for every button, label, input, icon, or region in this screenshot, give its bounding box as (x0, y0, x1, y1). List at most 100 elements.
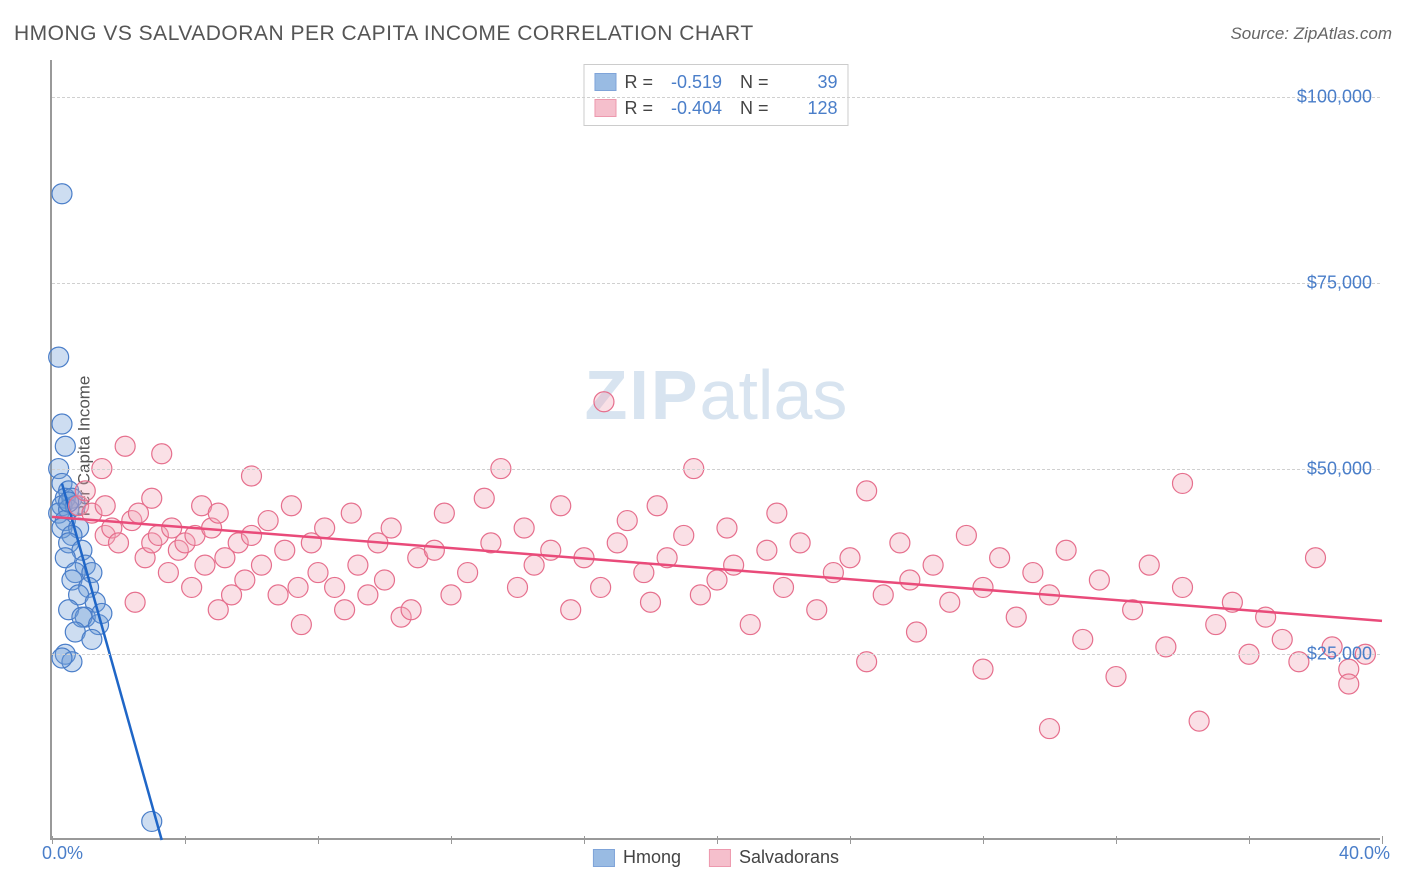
data-point (55, 436, 75, 456)
swatch-hmong (594, 73, 616, 91)
x-tick (850, 836, 851, 844)
data-point (401, 600, 421, 620)
chart-title: HMONG VS SALVADORAN PER CAPITA INCOME CO… (14, 22, 754, 46)
data-point (940, 592, 960, 612)
data-point (956, 525, 976, 545)
data-point (973, 659, 993, 679)
data-point (1040, 719, 1060, 739)
data-point (724, 555, 744, 575)
legend-item-salvadorans: Salvadorans (709, 847, 839, 868)
data-point (182, 577, 202, 597)
trend-line (52, 517, 1382, 621)
y-tick-label: $25,000 (1307, 644, 1372, 665)
data-point (474, 488, 494, 508)
data-point (1173, 577, 1193, 597)
data-point (767, 503, 787, 523)
x-tick (451, 836, 452, 844)
data-point (308, 563, 328, 583)
data-point (92, 603, 112, 623)
data-point (458, 563, 478, 583)
data-point (235, 570, 255, 590)
data-point (275, 540, 295, 560)
data-point (551, 496, 571, 516)
data-point (424, 540, 444, 560)
data-point (973, 577, 993, 597)
data-point (1073, 629, 1093, 649)
x-tick (1382, 836, 1383, 844)
x-tick (318, 836, 319, 844)
legend-item-hmong: Hmong (593, 847, 681, 868)
data-point (1173, 473, 1193, 493)
data-point (291, 615, 311, 635)
data-point (707, 570, 727, 590)
grid-line (52, 469, 1380, 470)
data-point (717, 518, 737, 538)
chart-svg (52, 60, 1380, 838)
data-point (561, 600, 581, 620)
data-point (49, 347, 69, 367)
data-point (268, 585, 288, 605)
data-point (375, 570, 395, 590)
data-point (1272, 629, 1292, 649)
data-point (281, 496, 301, 516)
data-point (381, 518, 401, 538)
data-point (441, 585, 461, 605)
x-tick (717, 836, 718, 844)
data-point (82, 629, 102, 649)
data-point (341, 503, 361, 523)
grid-line (52, 654, 1380, 655)
data-point (95, 496, 115, 516)
data-point (195, 555, 215, 575)
data-point (158, 563, 178, 583)
data-point (607, 533, 627, 553)
data-point (208, 503, 228, 523)
x-tick (52, 836, 53, 844)
data-point (890, 533, 910, 553)
data-point (52, 414, 72, 434)
data-point (75, 481, 95, 501)
x-tick (584, 836, 585, 844)
data-point (325, 577, 345, 597)
data-point (840, 548, 860, 568)
data-point (288, 577, 308, 597)
data-point (348, 555, 368, 575)
data-point (242, 525, 262, 545)
x-tick (983, 836, 984, 844)
scatter-plot-area: ZIPatlas R = -0.519 N = 39 R = -0.404 N … (50, 60, 1380, 840)
data-point (434, 503, 454, 523)
stats-row-hmong: R = -0.519 N = 39 (594, 69, 837, 95)
chart-source: Source: ZipAtlas.com (1230, 24, 1392, 44)
x-tick (1249, 836, 1250, 844)
swatch-salvadorans (594, 99, 616, 117)
data-point (1306, 548, 1326, 568)
data-point (1056, 540, 1076, 560)
stats-row-salvadorans: R = -0.404 N = 128 (594, 95, 837, 121)
chart-header: HMONG VS SALVADORAN PER CAPITA INCOME CO… (14, 22, 1392, 46)
data-point (52, 648, 72, 668)
data-point (641, 592, 661, 612)
data-point (1339, 674, 1359, 694)
grid-line (52, 97, 1380, 98)
data-point (358, 585, 378, 605)
data-point (690, 585, 710, 605)
data-point (1006, 607, 1026, 627)
data-point (115, 436, 135, 456)
x-tick (185, 836, 186, 844)
data-point (258, 511, 278, 531)
y-tick-label: $50,000 (1307, 458, 1372, 479)
data-point (335, 600, 355, 620)
x-min-label: 0.0% (42, 843, 83, 864)
data-point (1023, 563, 1043, 583)
data-point (514, 518, 534, 538)
data-point (125, 592, 145, 612)
data-point (508, 577, 528, 597)
series-legend: Hmong Salvadorans (593, 847, 839, 868)
stats-legend: R = -0.519 N = 39 R = -0.404 N = 128 (583, 64, 848, 126)
data-point (674, 525, 694, 545)
x-max-label: 40.0% (1339, 843, 1390, 864)
y-tick-label: $75,000 (1307, 272, 1372, 293)
data-point (142, 488, 162, 508)
data-point (740, 615, 760, 635)
data-point (757, 540, 777, 560)
data-point (873, 585, 893, 605)
